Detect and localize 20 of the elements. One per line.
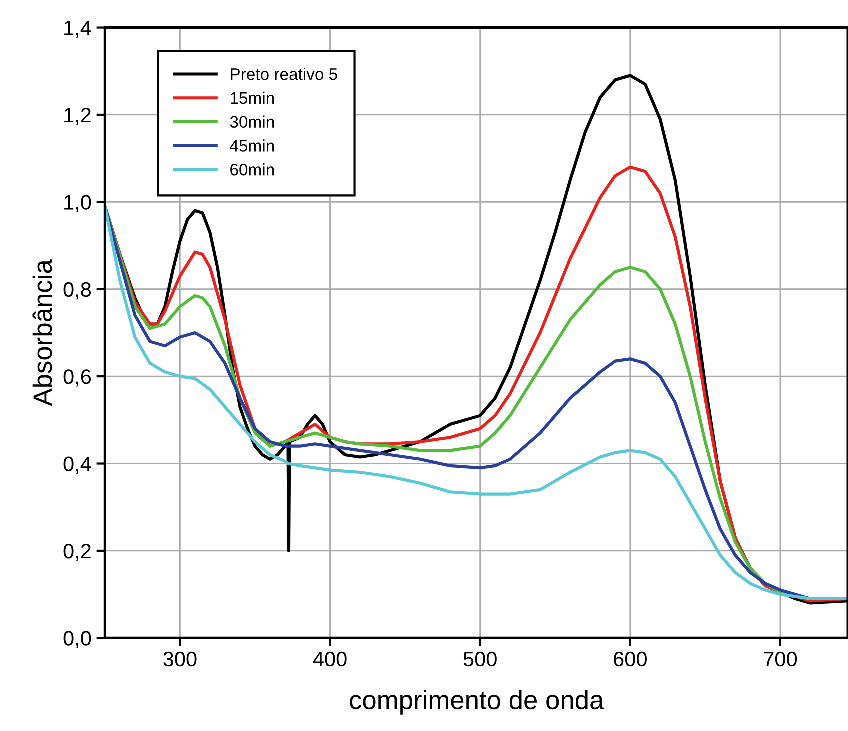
y-tick-label: 0,2 — [64, 544, 91, 562]
legend-label: 60min — [230, 164, 274, 176]
y-tick-label: 0,0 — [64, 631, 92, 648]
legend-label: 30min — [230, 116, 274, 128]
y-tick-label: 1,0 — [64, 195, 92, 212]
y-tick-label: 1,4 — [64, 20, 92, 38]
x-tick-label: 400 — [313, 652, 347, 667]
legend-label: Preto reativo 5 — [231, 68, 338, 80]
y-tick-label: 1,2 — [64, 108, 91, 126]
legend-label: 15min — [230, 92, 274, 104]
x-tick-label: 500 — [464, 652, 497, 667]
x-tick-label: 700 — [764, 652, 798, 667]
x-axis-title: comprimento de onda — [350, 690, 604, 715]
x-tick-label: 300 — [164, 652, 197, 667]
x-tick-label: 600 — [614, 652, 647, 667]
y-tick-label: 0,8 — [64, 282, 92, 300]
legend-label: 45min — [230, 140, 274, 152]
y-tick-label: 0,4 — [64, 456, 92, 474]
y-axis-title: Absorbância — [32, 260, 52, 406]
y-tick-label: 0,6 — [64, 370, 92, 387]
